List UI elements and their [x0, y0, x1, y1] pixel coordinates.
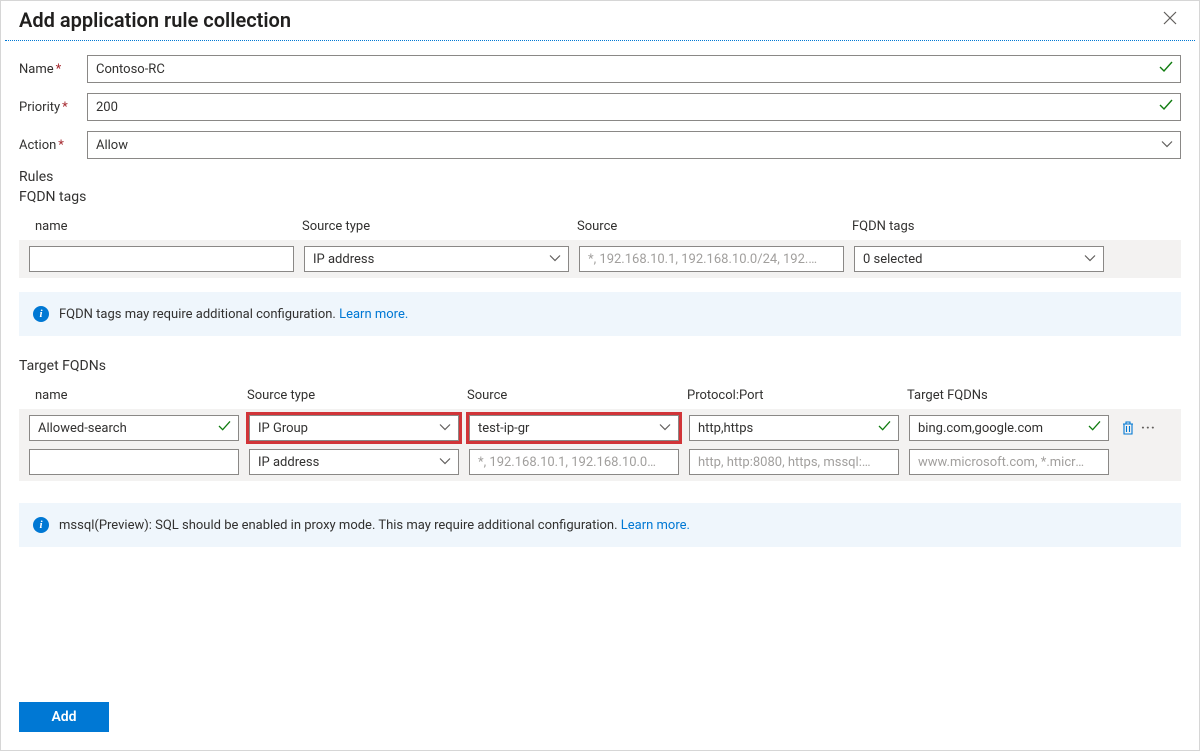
info-icon: i [33, 306, 49, 322]
target-fqdns-input[interactable] [909, 415, 1109, 441]
fqdn-tags-row: IP address 0 selected [19, 240, 1181, 278]
info-icon: i [33, 517, 49, 533]
learn-more-link[interactable]: Learn more. [339, 307, 408, 322]
add-application-rule-collection-panel: Add application rule collection Name* Pr… [0, 0, 1200, 751]
action-label: Action* [19, 138, 87, 153]
learn-more-link[interactable]: Learn more. [621, 518, 690, 533]
target-fqdns-header: name Source type Source Protocol:Port Ta… [19, 382, 1181, 409]
required-indicator: * [56, 62, 62, 77]
fqdn-tags-info: i FQDN tags may require additional confi… [19, 292, 1181, 336]
target-fqdns-row: IP address [19, 449, 1181, 475]
panel-footer: Add [1, 690, 1199, 750]
priority-row: Priority* [19, 93, 1181, 121]
col-target-fqdns: Target FQDNs [899, 382, 1109, 409]
add-button[interactable]: Add [19, 702, 109, 732]
target-name-input[interactable] [29, 415, 239, 441]
close-icon[interactable] [1157, 7, 1183, 32]
target-source-type-cell: IP Group [249, 415, 459, 441]
fqdn-tags-select[interactable]: 0 selected [854, 246, 1104, 272]
target-source-cell: test-ip-gr [469, 415, 679, 441]
more-icon[interactable]: ··· [1141, 421, 1156, 436]
col-protocol-port: Protocol:Port [679, 382, 899, 409]
info-text: FQDN tags may require additional configu… [59, 307, 408, 322]
col-source-type: Source type [239, 382, 459, 409]
target-fqdns-grid: name Source type Source Protocol:Port Ta… [19, 382, 1181, 481]
required-indicator: * [58, 138, 64, 153]
target-fqdns-info: i mssql(Preview): SQL should be enabled … [19, 503, 1181, 547]
target-protocol-input[interactable] [689, 449, 899, 475]
fqdn-tags-grid: name Source type Source FQDN tags IP add… [19, 213, 1181, 278]
target-source-type-select[interactable]: IP address [249, 449, 459, 475]
col-fqdn-tags: FQDN tags [844, 213, 1104, 240]
target-source-type-select[interactable]: IP Group [249, 415, 459, 441]
panel-title: Add application rule collection [19, 8, 291, 32]
priority-input[interactable] [87, 93, 1181, 121]
target-name-input[interactable] [29, 449, 239, 475]
col-source-type: Source type [294, 213, 569, 240]
fqdn-name-input[interactable] [29, 246, 294, 272]
col-source: Source [569, 213, 844, 240]
name-row: Name* [19, 55, 1181, 83]
col-source: Source [459, 382, 679, 409]
target-fqdns-row: IP Group test-ip-gr [19, 415, 1181, 441]
fqdn-tags-section-label: FQDN tags [19, 189, 1181, 205]
action-row: Action* Allow [19, 131, 1181, 159]
row-actions: ··· [1119, 420, 1169, 436]
target-source-input[interactable] [469, 449, 679, 475]
priority-label: Priority* [19, 100, 87, 115]
rules-section-label: Rules [19, 169, 1181, 185]
info-text: mssql(Preview): SQL should be enabled in… [59, 518, 690, 533]
panel-header: Add application rule collection [1, 1, 1199, 40]
col-name: name [19, 382, 239, 409]
target-protocol-input[interactable] [689, 415, 899, 441]
name-input[interactable] [87, 55, 1181, 83]
target-fqdns-input[interactable] [909, 449, 1109, 475]
required-indicator: * [62, 100, 68, 115]
target-fqdns-section-label: Target FQDNs [19, 358, 1181, 374]
delete-icon[interactable] [1121, 420, 1135, 436]
col-name: name [19, 213, 294, 240]
fqdn-source-input[interactable] [579, 246, 844, 272]
name-label: Name* [19, 62, 87, 77]
fqdn-tags-header: name Source type Source FQDN tags [19, 213, 1181, 240]
fqdn-source-type-select[interactable]: IP address [304, 246, 569, 272]
target-source-select[interactable]: test-ip-gr [469, 415, 679, 441]
action-select[interactable]: Allow [87, 131, 1181, 159]
